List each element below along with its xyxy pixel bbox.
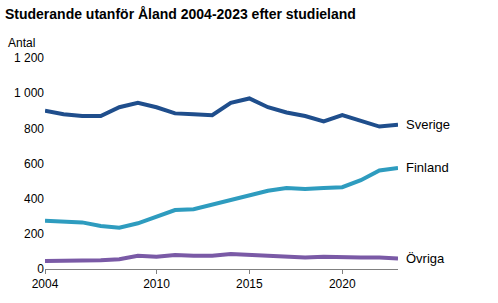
svg-text:600: 600 — [24, 157, 44, 171]
svg-text:Sverige: Sverige — [406, 117, 450, 132]
svg-text:Antal: Antal — [8, 36, 35, 50]
svg-text:1 200: 1 200 — [14, 51, 44, 65]
svg-text:2004: 2004 — [32, 277, 59, 291]
svg-text:2015: 2015 — [236, 277, 263, 291]
svg-text:Finland: Finland — [406, 160, 449, 175]
svg-text:Studerande utanför Åland 2004-: Studerande utanför Åland 2004-2023 efter… — [5, 6, 356, 22]
svg-text:Övriga: Övriga — [406, 251, 445, 266]
svg-text:800: 800 — [24, 122, 44, 136]
svg-text:0: 0 — [37, 262, 44, 276]
svg-text:200: 200 — [24, 227, 44, 241]
svg-text:2020: 2020 — [329, 277, 356, 291]
svg-text:400: 400 — [24, 192, 44, 206]
svg-text:1 000: 1 000 — [14, 86, 44, 100]
svg-text:2010: 2010 — [143, 277, 170, 291]
